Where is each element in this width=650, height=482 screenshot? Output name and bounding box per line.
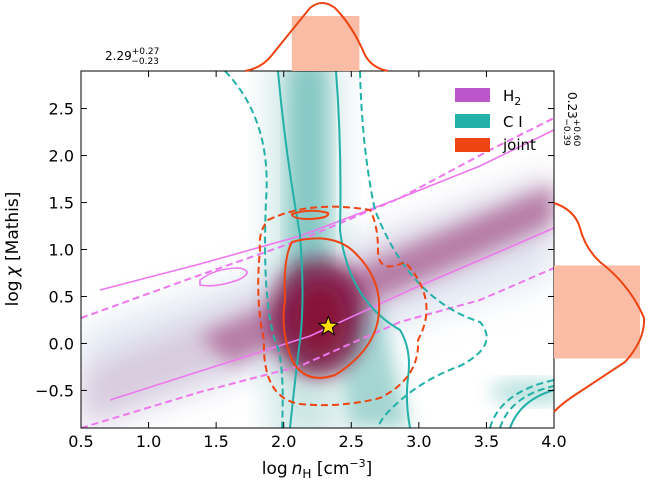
x-tick-label: 3.0 (406, 432, 431, 451)
x-tick-label: 1.5 (203, 432, 228, 451)
y-axis-label: logχ [Mathis] (3, 192, 23, 307)
ci-contour-outer (224, 71, 284, 428)
best-fit-star-marker (317, 315, 340, 336)
x-marginal-annotation: 2.29+0.27 −0.23 (105, 47, 159, 67)
h2-contour-outer (81, 117, 554, 319)
y-tick-label: 2.0 (49, 147, 74, 166)
legend-swatch-joint (455, 138, 490, 152)
x-tick-label: 3.5 (474, 432, 499, 451)
y-marginal-curve (553, 202, 646, 413)
y-marginal-panel: 0.23+0.60−0.39 (553, 92, 646, 413)
y-tick-label: 0.5 (49, 287, 74, 306)
x-tick-label: 0.5 (68, 432, 93, 451)
joint-contour-small (290, 209, 330, 221)
legend-label-ci: C I (503, 113, 523, 131)
joint-contour-inner (282, 237, 381, 379)
x-tick-label: 1.0 (136, 432, 161, 451)
x-tick-label: 2.5 (339, 432, 364, 451)
legend-swatch-ci (455, 114, 490, 128)
legend-swatch-h2 (455, 88, 490, 102)
h2-contour-inner (109, 227, 554, 401)
x-tick-label: 2.0 (271, 432, 296, 451)
x-axis: 0.5 1.0 1.5 2.0 2.5 3.0 3.5 4.0 (68, 71, 567, 451)
ci-contour-inner (335, 71, 411, 428)
joint-contour-outer (257, 205, 428, 407)
y-tick-label: 1.0 (49, 241, 74, 260)
legend-label-joint: joint (502, 136, 536, 154)
h2-contour-inner (99, 129, 554, 291)
ci-contour-corner (489, 379, 554, 428)
y-axis: −0.5 0.0 0.5 1.0 1.5 2.0 2.5 (35, 100, 554, 400)
y-tick-label: 2.5 (49, 100, 74, 119)
y-marginal-annotation: 0.23+0.60−0.39 (561, 92, 581, 147)
ci-contour-outer (359, 71, 488, 428)
ci-contour-corner (509, 389, 554, 428)
x-marginal-curve (244, 2, 389, 72)
y-marginal-band (554, 265, 640, 359)
x-tick-label: 4.0 (541, 432, 566, 451)
ci-contour-inner (277, 71, 304, 428)
density-field (81, 71, 554, 428)
h2-contour-outer (81, 267, 554, 428)
x-marginal-panel: 2.29+0.27 −0.23 (105, 2, 389, 72)
x-axis-label: log nH [cm−3] (262, 457, 373, 481)
y-tick-label: 1.5 (49, 194, 74, 213)
legend-label-h2: H2 (503, 87, 521, 108)
contours (81, 71, 554, 428)
y-tick-label: −0.5 (35, 381, 74, 400)
y-tick-label: 0.0 (49, 334, 74, 353)
h2-contour-island (199, 267, 248, 287)
legend: H2 C I joint (455, 87, 536, 154)
ci-contour-corner (499, 385, 554, 428)
